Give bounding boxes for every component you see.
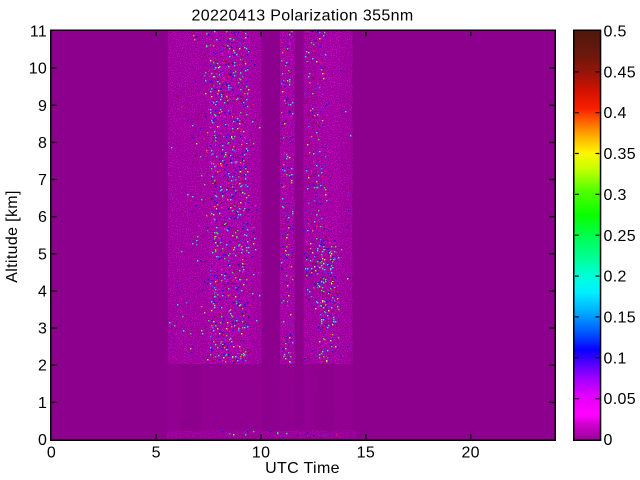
svg-text:0.05: 0.05 — [604, 391, 637, 408]
svg-text:8: 8 — [38, 135, 47, 152]
svg-text:0.2: 0.2 — [604, 269, 627, 286]
svg-text:0: 0 — [604, 432, 613, 449]
svg-text:5: 5 — [38, 246, 47, 263]
svg-text:0.35: 0.35 — [604, 146, 637, 163]
svg-text:0: 0 — [47, 445, 56, 462]
svg-text:1: 1 — [38, 395, 47, 412]
svg-text:10: 10 — [29, 61, 48, 78]
svg-text:0.4: 0.4 — [604, 105, 627, 122]
svg-text:6: 6 — [38, 209, 47, 226]
svg-text:5: 5 — [152, 445, 161, 462]
svg-text:0.15: 0.15 — [604, 309, 637, 326]
svg-text:2: 2 — [38, 358, 47, 375]
svg-text:11: 11 — [30, 24, 47, 41]
svg-text:Altitude [km]: Altitude [km] — [4, 190, 21, 283]
svg-text:0.25: 0.25 — [604, 228, 637, 245]
svg-text:9: 9 — [38, 98, 47, 115]
svg-text:UTC Time: UTC Time — [265, 460, 340, 477]
svg-text:0.45: 0.45 — [604, 64, 637, 81]
svg-text:10: 10 — [252, 445, 271, 462]
svg-text:0: 0 — [38, 432, 47, 449]
svg-text:7: 7 — [38, 172, 47, 189]
svg-text:15: 15 — [357, 445, 376, 462]
svg-text:3: 3 — [38, 321, 47, 338]
svg-text:4: 4 — [38, 284, 47, 301]
svg-text:0.5: 0.5 — [604, 24, 627, 41]
svg-text:20220413 Polarization 355nm: 20220413 Polarization 355nm — [191, 8, 413, 25]
svg-text:0.1: 0.1 — [604, 350, 627, 367]
svg-text:20: 20 — [461, 445, 480, 462]
svg-text:0.3: 0.3 — [604, 187, 627, 204]
